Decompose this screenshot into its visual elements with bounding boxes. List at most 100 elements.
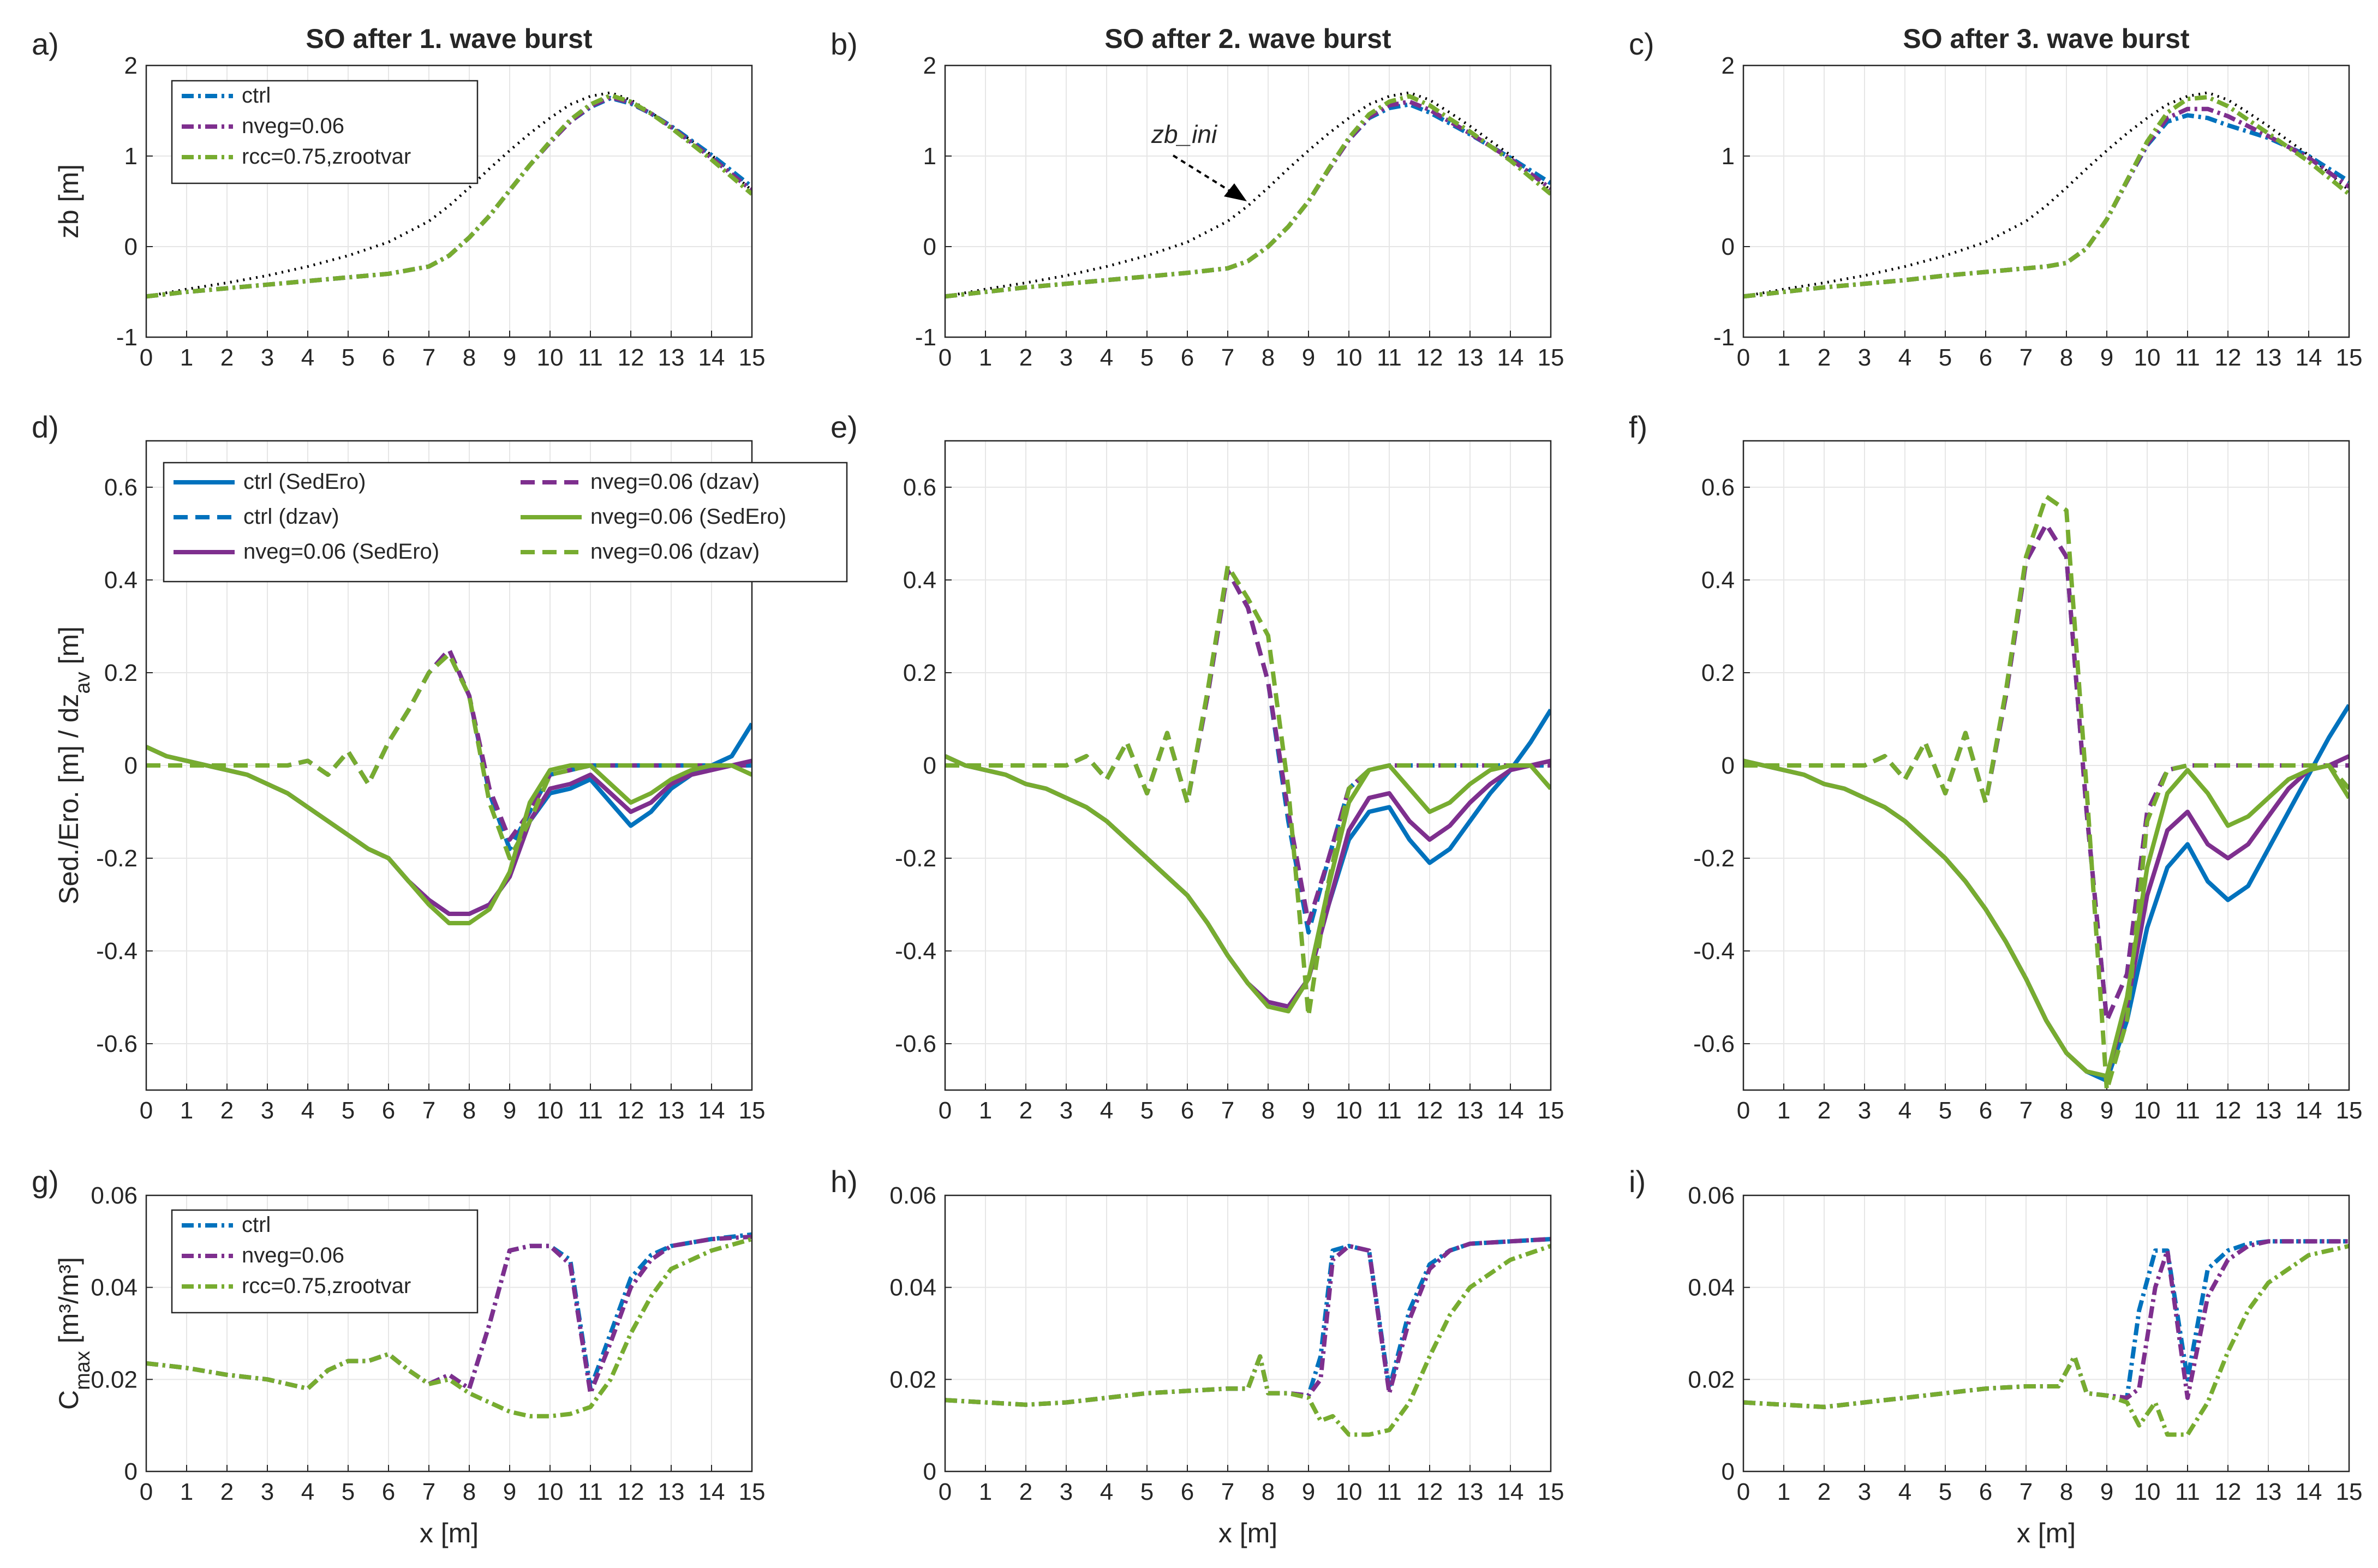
x-tick-label: 0 — [939, 1097, 952, 1124]
series-line — [146, 647, 752, 842]
x-tick-label: 0 — [140, 344, 153, 371]
x-tick-label: 3 — [261, 344, 274, 371]
y-tick-label: 0.6 — [104, 474, 138, 501]
plot-frame — [1742, 64, 2350, 338]
x-tick-label: 9 — [1302, 1097, 1315, 1124]
series-group — [945, 1237, 1551, 1437]
x-tick-label: 3 — [261, 1479, 274, 1505]
legend-entry: nveg=0.06 (dzav) — [590, 540, 760, 564]
y-tick-label: -0.6 — [1693, 1031, 1735, 1057]
y-tick-label: 0.2 — [903, 660, 936, 686]
x-tick-label: 1 — [1777, 1097, 1790, 1124]
y-tick-label: 0.02 — [91, 1366, 138, 1393]
x-tick-label: 12 — [2215, 1479, 2242, 1505]
x-tick-label: 14 — [698, 1479, 725, 1505]
x-tick-label: 4 — [301, 1097, 314, 1124]
panel-title: SO after 1. wave burst — [306, 23, 593, 54]
x-tick-label: 13 — [1457, 344, 1484, 371]
series-line — [1743, 106, 2349, 299]
series-line — [146, 722, 752, 916]
plot-frame — [145, 440, 753, 1091]
x-tick-label: 13 — [658, 1097, 685, 1124]
y-tick-label: -1 — [116, 324, 138, 351]
x-tick-label: 4 — [1100, 1097, 1113, 1124]
y-tick-label: 0 — [124, 234, 138, 260]
series-line — [1743, 1243, 2349, 1437]
y-tick-label: 0.4 — [104, 567, 138, 594]
y-axis-label: Sed./Ero. [m] / dzav [m] — [53, 626, 94, 905]
y-tick-label: 0 — [124, 752, 138, 779]
y-tick-label: 0.02 — [889, 1366, 936, 1393]
series-line — [1743, 522, 2349, 1023]
x-tick-label: 15 — [739, 1097, 766, 1124]
x-tick-label: 5 — [342, 1097, 355, 1124]
x-tick-label: 6 — [1979, 1479, 1992, 1505]
x-tick-label: 3 — [1060, 1479, 1073, 1505]
y-tick-label: 0.04 — [889, 1274, 936, 1301]
x-tick-label: 10 — [537, 1479, 564, 1505]
series-line — [1743, 754, 2349, 1079]
x-tick-label: 15 — [2336, 1097, 2363, 1124]
y-tick-label: 0 — [1722, 752, 1735, 779]
series-line — [945, 568, 1551, 925]
x-tick-label: 0 — [939, 344, 952, 371]
x-tick-label: 8 — [2060, 1479, 2073, 1505]
x-tick-label: 14 — [2296, 1097, 2322, 1124]
x-tick-label: 10 — [2134, 1479, 2161, 1505]
x-tick-label: 1 — [979, 1097, 992, 1124]
y-tick-label: 1 — [1722, 143, 1735, 170]
x-tick-label: 5 — [1939, 1097, 1952, 1124]
x-tick-label: 1 — [1777, 344, 1790, 371]
x-tick-label: 5 — [1939, 1479, 1952, 1505]
x-axis-label: x [m] — [1218, 1518, 1277, 1548]
y-tick-label: -1 — [915, 324, 936, 351]
x-tick-label: 14 — [2296, 1479, 2322, 1505]
x-tick-label: 15 — [739, 1479, 766, 1505]
x-tick-label: 11 — [578, 344, 603, 371]
x-tick-label: 1 — [979, 344, 992, 371]
series-line — [945, 1244, 1551, 1437]
x-axis-label: x [m] — [420, 1518, 479, 1548]
series-line — [146, 1234, 752, 1396]
legend-entry: nveg=0.06 — [242, 1243, 344, 1267]
x-tick-label: 8 — [463, 1479, 476, 1505]
x-tick-label: 14 — [1497, 344, 1524, 371]
y-tick-label: -0.4 — [96, 938, 138, 965]
y-tick-label: 0.06 — [91, 1182, 138, 1209]
y-tick-label: 0.02 — [1688, 1366, 1735, 1393]
x-tick-label: 6 — [1181, 1479, 1194, 1505]
plot-frame — [145, 1194, 753, 1473]
plot-frame — [1742, 1194, 2350, 1473]
legend: ctrl (SedEro) ctrl (dzav) nveg=0.06 (SedEr… — [163, 462, 848, 583]
legend-entry: ctrl (dzav) — [243, 505, 339, 529]
x-tick-label: 6 — [382, 1479, 395, 1505]
y-tick-label: 2 — [923, 52, 936, 79]
x-tick-label: 10 — [1336, 1479, 1363, 1505]
x-tick-label: 6 — [382, 1097, 395, 1124]
series-group — [1743, 1239, 2349, 1437]
y-tick-label: 0.2 — [1701, 660, 1735, 686]
y-tick-label: -0.4 — [1693, 938, 1735, 965]
x-tick-label: 7 — [422, 344, 435, 371]
x-tick-label: 12 — [1417, 344, 1443, 371]
x-tick-label: 15 — [2336, 344, 2363, 371]
x-tick-label: 14 — [2296, 344, 2322, 371]
x-tick-label: 5 — [1140, 1479, 1154, 1505]
x-tick-label: 0 — [1737, 344, 1750, 371]
x-tick-label: 5 — [1140, 344, 1154, 371]
series-line — [945, 102, 1551, 299]
x-tick-label: 6 — [1181, 344, 1194, 371]
y-tick-label: -0.6 — [895, 1031, 936, 1057]
legend: ctrl nveg=0.06 rcc=0.75,zrootvar — [171, 1209, 479, 1314]
x-tick-label: 7 — [2019, 1097, 2033, 1124]
x-tick-label: 0 — [1737, 1097, 1750, 1124]
x-tick-label: 4 — [301, 1479, 314, 1505]
x-tick-label: 0 — [140, 1479, 153, 1505]
series-line — [146, 652, 752, 860]
x-tick-label: 14 — [698, 344, 725, 371]
y-tick-label: 0.04 — [91, 1274, 138, 1301]
panel-letter: a) — [32, 27, 59, 61]
panel-title: SO after 2. wave burst — [1104, 23, 1391, 54]
panel-letter: h) — [830, 1164, 858, 1199]
